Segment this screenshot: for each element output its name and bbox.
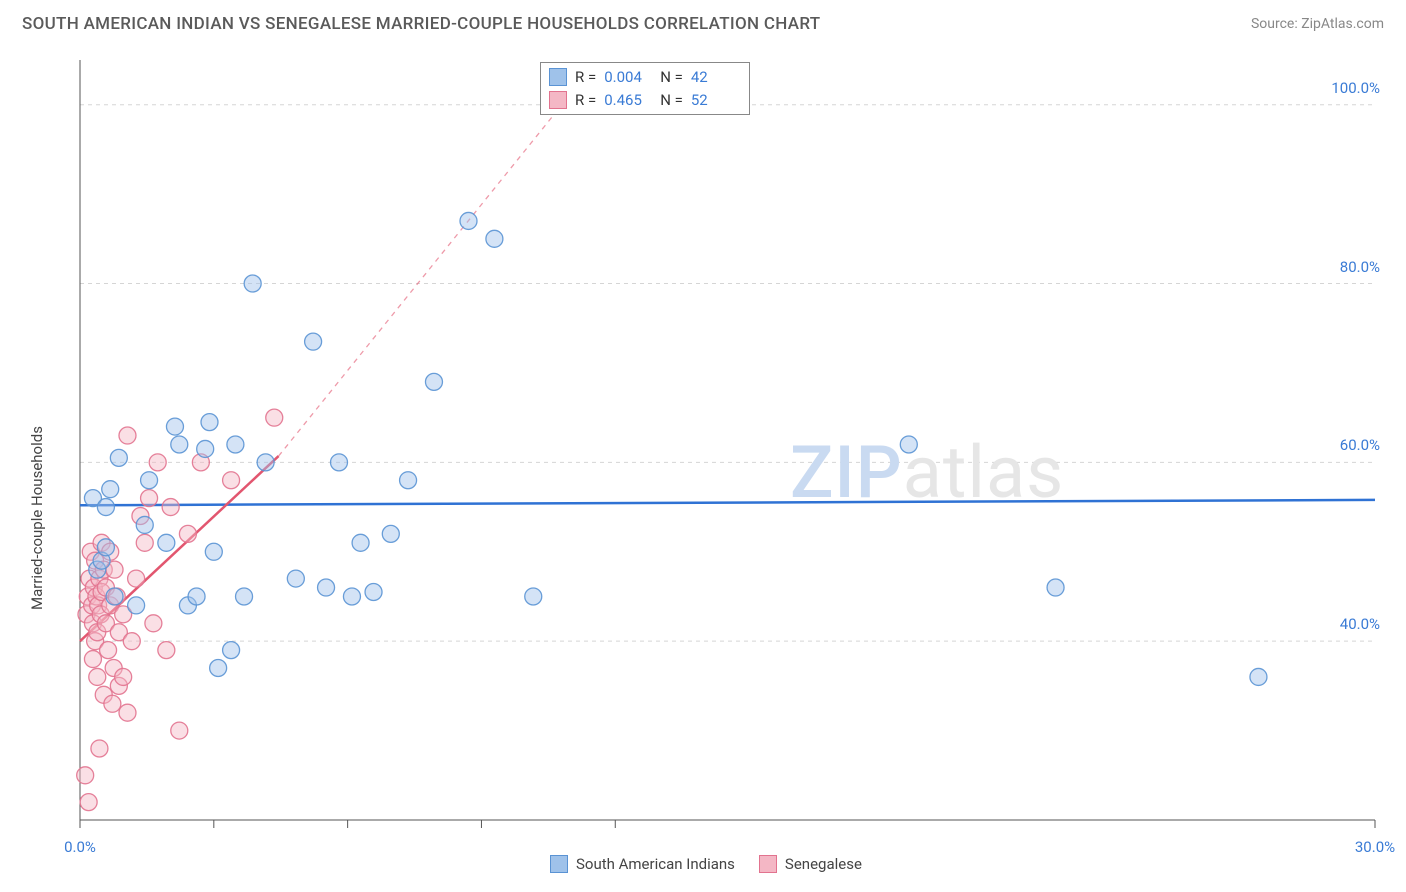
n-label-b: N = — [660, 89, 683, 112]
legend-label-a: South American Indians — [576, 855, 735, 873]
chart-area: Married-couple Households 40.0%60.0%80.0… — [50, 50, 1390, 880]
y-axis-title: Married-couple Households — [28, 426, 46, 610]
legend-item-b: Senegalese — [759, 855, 862, 873]
y-tick-label: 60.0% — [1320, 436, 1380, 454]
swatch-series-a — [549, 68, 567, 86]
r-value-a: 0.004 — [604, 66, 652, 89]
x-tick-label: 30.0% — [1345, 838, 1405, 856]
bottom-legend: South American Indians Senegalese — [550, 855, 862, 873]
y-tick-label: 100.0% — [1320, 79, 1380, 97]
y-tick-label: 80.0% — [1320, 258, 1380, 276]
n-label-a: N = — [660, 66, 683, 89]
swatch-series-b — [549, 91, 567, 109]
swatch-a-icon — [550, 855, 568, 873]
stats-legend: R = 0.004 N = 42 R = 0.465 N = 52 — [540, 62, 750, 115]
stats-row-a: R = 0.004 N = 42 — [549, 66, 739, 89]
r-value-b: 0.465 — [604, 89, 652, 112]
stats-row-b: R = 0.465 N = 52 — [549, 89, 739, 112]
swatch-b-icon — [759, 855, 777, 873]
plot-box: Married-couple Households 40.0%60.0%80.0… — [50, 50, 1390, 880]
header: SOUTH AMERICAN INDIAN VS SENEGALESE MARR… — [0, 0, 1406, 42]
source-label: Source: ZipAtlas.com — [1251, 16, 1384, 32]
legend-item-a: South American Indians — [550, 855, 735, 873]
legend-label-b: Senegalese — [785, 855, 862, 873]
n-value-b: 52 — [691, 89, 739, 112]
r-label-a: R = — [575, 66, 596, 89]
x-tick-label: 0.0% — [50, 838, 110, 856]
plot-svg — [50, 50, 1390, 880]
r-label-b: R = — [575, 89, 596, 112]
n-value-a: 42 — [691, 66, 739, 89]
chart-title: SOUTH AMERICAN INDIAN VS SENEGALESE MARR… — [22, 14, 820, 34]
y-tick-label: 40.0% — [1320, 615, 1380, 633]
